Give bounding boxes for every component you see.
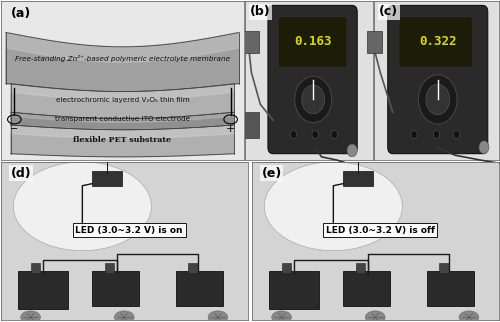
Text: −: − bbox=[10, 124, 18, 134]
Circle shape bbox=[426, 84, 450, 115]
FancyBboxPatch shape bbox=[399, 17, 473, 68]
Circle shape bbox=[14, 162, 151, 251]
Circle shape bbox=[264, 162, 402, 251]
Circle shape bbox=[479, 141, 489, 154]
Text: electrochromic layered V₂O₅ thin film: electrochromic layered V₂O₅ thin film bbox=[56, 97, 190, 103]
FancyBboxPatch shape bbox=[366, 31, 382, 53]
FancyBboxPatch shape bbox=[244, 31, 259, 53]
Text: LED (3.0~3.2 V) is off: LED (3.0~3.2 V) is off bbox=[326, 226, 434, 235]
FancyBboxPatch shape bbox=[270, 271, 318, 309]
Circle shape bbox=[347, 144, 357, 157]
FancyBboxPatch shape bbox=[176, 271, 223, 306]
Circle shape bbox=[312, 130, 318, 138]
FancyBboxPatch shape bbox=[30, 263, 40, 273]
Polygon shape bbox=[10, 112, 234, 130]
FancyBboxPatch shape bbox=[1, 162, 248, 320]
FancyBboxPatch shape bbox=[427, 271, 474, 306]
Circle shape bbox=[331, 130, 338, 138]
Text: 0.163: 0.163 bbox=[294, 35, 332, 48]
FancyBboxPatch shape bbox=[343, 172, 373, 186]
FancyBboxPatch shape bbox=[388, 5, 488, 154]
FancyBboxPatch shape bbox=[282, 263, 292, 273]
Polygon shape bbox=[10, 125, 234, 138]
Polygon shape bbox=[6, 33, 239, 91]
FancyBboxPatch shape bbox=[268, 5, 357, 154]
Circle shape bbox=[290, 130, 296, 138]
Circle shape bbox=[208, 311, 228, 322]
FancyBboxPatch shape bbox=[18, 271, 68, 309]
Text: transparent conductive ITO electrode: transparent conductive ITO electrode bbox=[55, 116, 190, 122]
Text: (a): (a) bbox=[10, 7, 31, 20]
Circle shape bbox=[418, 75, 457, 124]
FancyBboxPatch shape bbox=[244, 112, 259, 138]
Text: (d): (d) bbox=[11, 167, 32, 180]
Text: (b): (b) bbox=[250, 5, 270, 18]
FancyBboxPatch shape bbox=[440, 263, 449, 273]
Circle shape bbox=[459, 311, 479, 322]
Polygon shape bbox=[10, 125, 234, 157]
FancyBboxPatch shape bbox=[278, 17, 347, 68]
Circle shape bbox=[454, 130, 460, 138]
Circle shape bbox=[20, 311, 40, 322]
Text: flexible PET substrate: flexible PET substrate bbox=[74, 136, 172, 144]
Polygon shape bbox=[10, 83, 234, 100]
Text: (e): (e) bbox=[262, 167, 282, 180]
Polygon shape bbox=[6, 33, 239, 62]
FancyBboxPatch shape bbox=[92, 172, 122, 186]
Text: +: + bbox=[226, 124, 235, 134]
Circle shape bbox=[114, 311, 134, 322]
Circle shape bbox=[411, 130, 417, 138]
Polygon shape bbox=[10, 83, 234, 118]
FancyBboxPatch shape bbox=[356, 263, 366, 273]
Circle shape bbox=[434, 130, 440, 138]
Text: LED (3.0~3.2 V) is on: LED (3.0~3.2 V) is on bbox=[76, 226, 183, 235]
Text: 0.322: 0.322 bbox=[419, 35, 457, 48]
Circle shape bbox=[272, 311, 291, 322]
FancyBboxPatch shape bbox=[343, 271, 390, 306]
FancyBboxPatch shape bbox=[252, 162, 498, 320]
FancyBboxPatch shape bbox=[374, 1, 499, 160]
Circle shape bbox=[294, 76, 332, 123]
Circle shape bbox=[366, 311, 385, 322]
FancyBboxPatch shape bbox=[92, 271, 139, 306]
FancyBboxPatch shape bbox=[188, 263, 198, 273]
Text: (c): (c) bbox=[379, 5, 398, 18]
FancyBboxPatch shape bbox=[104, 263, 115, 273]
FancyBboxPatch shape bbox=[245, 1, 372, 160]
Circle shape bbox=[302, 85, 324, 114]
Polygon shape bbox=[10, 112, 234, 122]
Text: Free-standing Zn²⁺-based polymeric electrolyte membrane: Free-standing Zn²⁺-based polymeric elect… bbox=[15, 55, 230, 62]
